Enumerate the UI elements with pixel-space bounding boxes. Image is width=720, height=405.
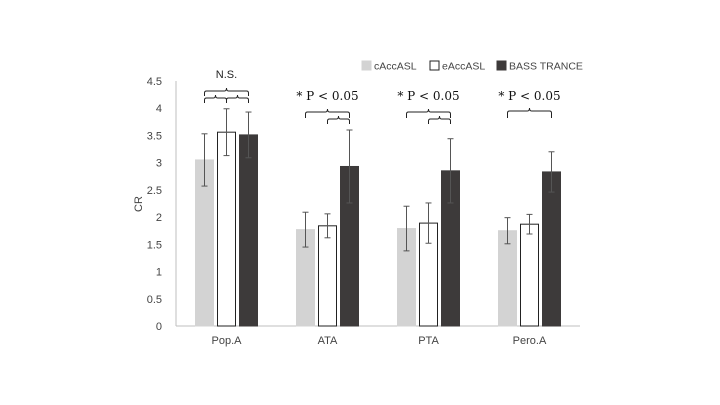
y-tick-label: 1.5 — [147, 239, 162, 251]
significance-bracket-inner-right — [226, 94, 249, 103]
x-category-label: PTA — [418, 335, 439, 347]
legend-swatch-bass-trance — [496, 60, 507, 71]
bar-eaccasl-peroa — [520, 223, 539, 327]
significance-bracket-inner — [327, 115, 350, 124]
legend: cAccASL eAccASL BASS TRANCE — [361, 60, 583, 73]
significance-bracket-inner-left — [204, 94, 227, 103]
legend-label: eAccASL — [442, 61, 485, 73]
x-category-label: ATA — [318, 335, 338, 347]
y-tick-label: 4 — [156, 103, 162, 115]
significance-bracket-outer — [507, 107, 552, 118]
legend-swatch-eaccasl — [429, 60, 440, 71]
y-tick-label: 4.5 — [147, 76, 162, 88]
y-tick-label: 3.5 — [147, 130, 162, 142]
significance-label: N.S. — [216, 69, 237, 81]
significance-label: * P < 0.05 — [397, 89, 459, 103]
y-tick-label: 0 — [156, 321, 162, 333]
significance-bracket-outer — [406, 108, 451, 118]
x-category-label: Pop.A — [212, 335, 243, 347]
x-category-label: Pero.A — [513, 335, 547, 347]
bar-caccasl-peroa — [498, 230, 517, 327]
x-axis-category-labels: Pop.A ATA PTA Pero.A — [212, 335, 547, 347]
significance-bracket-inner — [428, 115, 451, 124]
significance-label: * P < 0.05 — [296, 89, 358, 103]
legend-label: BASS TRANCE — [509, 61, 583, 73]
bar-eaccasl-ata — [318, 225, 337, 327]
significance-brackets: N.S. * P < 0.05 * P < 0.05 * P < 0.05 — [204, 69, 561, 124]
significance-label: * P < 0.05 — [498, 89, 560, 103]
y-tick-label: 1 — [156, 267, 162, 279]
y-tick-label: 0.5 — [147, 294, 162, 306]
bar-bass-trance-peroa — [542, 171, 561, 327]
bar-eaccasl-popa — [217, 131, 236, 327]
y-axis-label: CR — [133, 196, 145, 212]
significance-bracket-outer — [305, 108, 350, 118]
y-tick-label: 3 — [156, 158, 162, 170]
y-tick-label: 2.5 — [147, 185, 162, 197]
y-axis-tick-labels: 0 0.5 1 1.5 2 2.5 3 3.5 4 4.5 — [147, 76, 162, 333]
bar-bass-trance-popa — [239, 134, 258, 327]
significance-bracket-outer — [204, 87, 249, 96]
error-bars-group — [201, 108, 555, 252]
y-tick-label: 2 — [156, 212, 162, 224]
legend-swatch-caccasl — [361, 60, 372, 71]
bars-group — [195, 131, 561, 327]
legend-label: cAccASL — [374, 61, 417, 73]
